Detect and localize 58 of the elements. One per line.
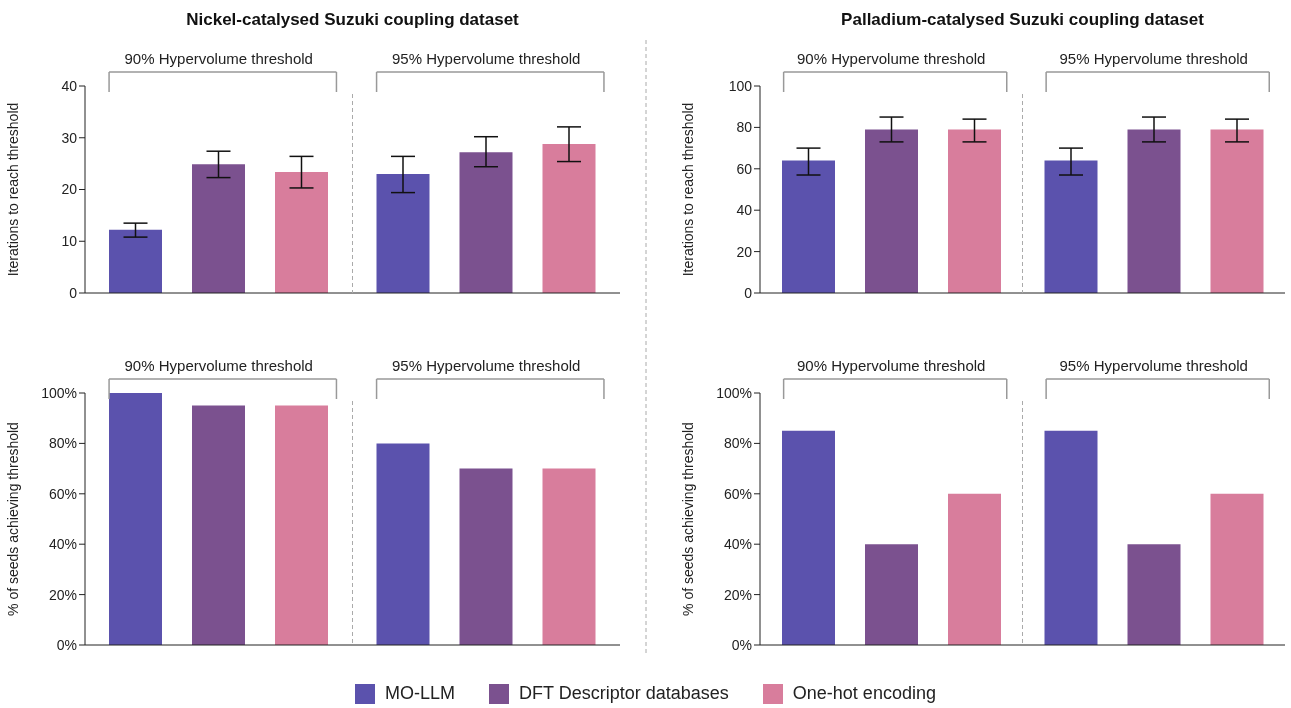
- x-tick-label: 90% Hypervolume threshold: [124, 357, 313, 374]
- bar: [459, 152, 513, 293]
- x-tick-label: 95% Hypervolume threshold: [392, 357, 581, 374]
- bar: [542, 143, 596, 293]
- bar: [1210, 493, 1264, 645]
- bar: [109, 393, 162, 645]
- y-tick-label: 60: [736, 160, 753, 177]
- x-tick-label: 95% Hypervolume threshold: [1059, 50, 1248, 67]
- y-tick-label: 20: [61, 181, 78, 198]
- y-tick-label: 100: [728, 77, 753, 94]
- bar: [782, 430, 835, 645]
- bar: [1127, 544, 1181, 645]
- y-tick-label: 60%: [723, 485, 752, 502]
- bar: [542, 468, 596, 645]
- y-tick-label: 30: [61, 129, 78, 146]
- bar: [459, 468, 513, 645]
- bar: [948, 493, 1001, 645]
- x-tick-label: 90% Hypervolume threshold: [797, 357, 986, 374]
- y-tick-label: 20%: [723, 586, 752, 603]
- legend-label: One-hot encoding: [792, 683, 936, 704]
- y-tick-label: 80: [736, 119, 753, 136]
- bar: [1044, 430, 1098, 645]
- y-tick-label: 0%: [56, 636, 77, 653]
- y-tick-label: 0: [69, 284, 78, 301]
- y-tick-label: 40: [61, 77, 78, 94]
- legend-label: DFT Descriptor databases: [519, 683, 729, 704]
- y-tick-label: 80%: [48, 435, 77, 452]
- y-tick-label: 0: [744, 284, 753, 301]
- x-tick-label: 90% Hypervolume threshold: [797, 50, 986, 67]
- bar: [376, 173, 430, 293]
- y-tick-label: 0%: [731, 636, 752, 653]
- bar: [192, 405, 245, 645]
- y-axis-title: Iterations to reach threshold: [4, 102, 21, 277]
- y-axis-title: Iterations to reach threshold: [679, 102, 696, 277]
- y-tick-label: 60%: [48, 485, 77, 502]
- y-axis-title: % of seeds achieving threshold: [679, 422, 696, 616]
- bar: [192, 164, 245, 293]
- y-tick-label: 10: [61, 233, 78, 250]
- y-tick-label: 80%: [723, 435, 752, 452]
- y-tick-label: 100%: [716, 384, 752, 401]
- bar: [109, 229, 162, 293]
- bar: [865, 544, 918, 645]
- y-tick-label: 40%: [723, 536, 752, 553]
- bar: [376, 443, 430, 645]
- y-axis-title: % of seeds achieving threshold: [4, 422, 21, 616]
- legend-label: MO-LLM: [385, 683, 456, 704]
- chart-title: Palladium-catalysed Suzuki coupling dataset: [840, 10, 1205, 30]
- y-tick-label: 100%: [41, 384, 77, 401]
- bar: [275, 405, 328, 645]
- y-tick-label: 40%: [48, 536, 77, 553]
- y-tick-label: 20%: [48, 586, 77, 603]
- x-tick-label: 95% Hypervolume threshold: [1059, 357, 1248, 374]
- x-tick-label: 95% Hypervolume threshold: [392, 50, 581, 67]
- y-tick-label: 20: [736, 243, 753, 260]
- y-tick-label: 40: [736, 202, 753, 219]
- x-tick-label: 90% Hypervolume threshold: [124, 50, 313, 67]
- chart-title: Nickel-catalysed Suzuki coupling dataset: [185, 10, 520, 30]
- bar: [275, 171, 328, 293]
